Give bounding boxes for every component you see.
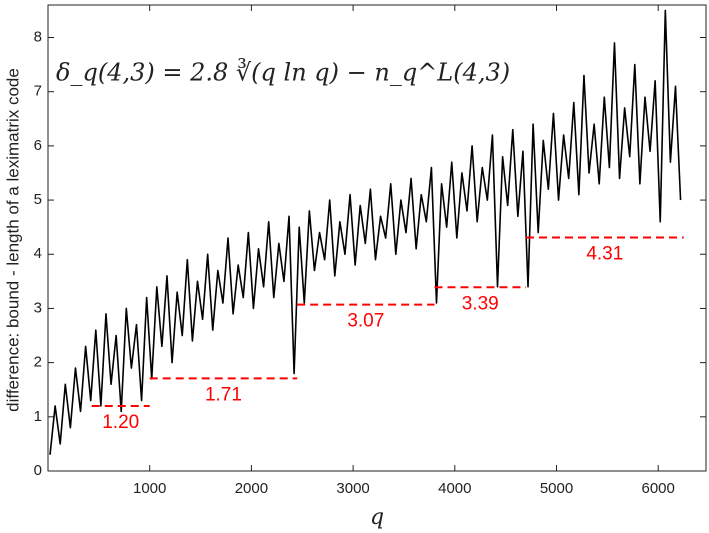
- x-axis-label: q: [370, 505, 384, 530]
- y-tick-label: 2: [34, 354, 42, 371]
- x-tick-label: 4000: [438, 480, 471, 497]
- y-tick-label: 0: [34, 462, 42, 479]
- y-tick-label: 1: [34, 408, 42, 425]
- x-tick-label: 3000: [336, 480, 369, 497]
- y-tick-label: 3: [34, 299, 42, 316]
- y-tick-label: 5: [34, 191, 42, 208]
- step-label: 3.07: [347, 311, 384, 332]
- y-tick-label: 8: [34, 28, 42, 45]
- formula-annotation: δ_q(4,3) = 2.8 ∛(q ln q) − n_q^L(4,3): [56, 58, 510, 87]
- y-tick-label: 6: [34, 137, 42, 154]
- y-axis-label: difference: bound - length of a leximatr…: [3, 68, 22, 412]
- step-label: 4.31: [586, 243, 623, 264]
- x-tick-label: 2000: [235, 480, 268, 497]
- y-tick-label: 4: [34, 245, 42, 262]
- step-label: 1.20: [102, 412, 139, 433]
- x-tick-label: 5000: [540, 480, 573, 497]
- x-tick-label: 1000: [133, 480, 166, 497]
- y-tick-label: 7: [34, 83, 42, 100]
- step-label: 1.71: [205, 384, 242, 405]
- plot-frame: [47, 4, 707, 472]
- step-label: 3.39: [462, 293, 499, 314]
- x-tick-label: 6000: [642, 480, 675, 497]
- data-line: [49, 9, 682, 455]
